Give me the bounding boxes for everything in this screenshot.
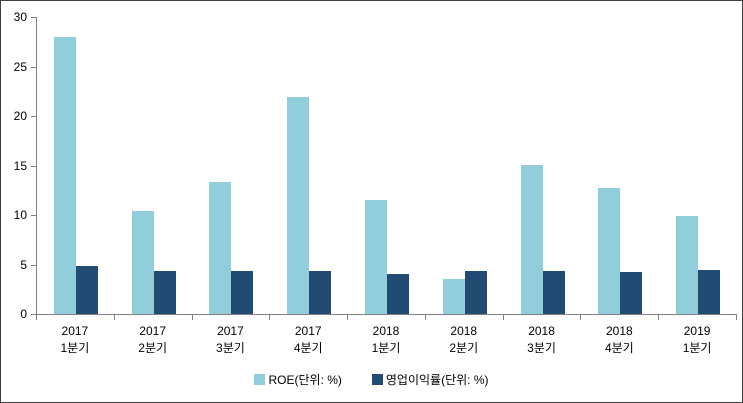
y-axis-tick bbox=[31, 66, 36, 68]
x-axis-tick bbox=[36, 315, 37, 320]
x-axis-category-label: 2018 3분기 bbox=[503, 323, 581, 357]
x-label-quarter: 3분기 bbox=[527, 341, 556, 355]
y-axis-tick-label: 0 bbox=[20, 307, 27, 321]
x-axis-category-label: 2017 2분기 bbox=[114, 323, 192, 357]
x-axis-tick bbox=[424, 315, 426, 320]
bar-op-margin-7 bbox=[620, 272, 643, 314]
bar-roe-5 bbox=[442, 279, 465, 314]
legend-swatch-roe bbox=[254, 373, 266, 385]
x-axis-category-label: 2019 1분기 bbox=[658, 323, 736, 357]
x-label-year: 2017 bbox=[139, 324, 166, 338]
bar-roe-7 bbox=[598, 188, 621, 314]
x-label-year: 2018 bbox=[528, 324, 555, 338]
y-axis-tick bbox=[31, 165, 36, 167]
x-label-quarter: 2분기 bbox=[138, 341, 168, 355]
bar-roe-3 bbox=[287, 97, 310, 314]
y-axis-tick-label: 10 bbox=[13, 208, 27, 222]
x-axis-category-label: 2018 1분기 bbox=[347, 323, 425, 357]
y-axis-tick bbox=[31, 264, 36, 266]
x-axis-category-label: 2017 1분기 bbox=[36, 323, 114, 357]
x-label-quarter: 3분기 bbox=[216, 341, 245, 355]
x-label-year: 2019 bbox=[683, 324, 711, 338]
plot-area bbox=[36, 17, 737, 315]
bar-roe-4 bbox=[365, 200, 387, 314]
x-axis-tick bbox=[113, 315, 115, 320]
bar-op-margin-3 bbox=[309, 271, 332, 314]
y-axis-tick-label: 20 bbox=[13, 109, 27, 123]
y-axis-tick-label: 30 bbox=[13, 10, 27, 24]
x-label-quarter: 1분기 bbox=[60, 341, 90, 355]
legend-label-op-margin: 영업이익률(단위: %) bbox=[385, 372, 489, 387]
legend-item-roe: ROE(단위: %) bbox=[254, 371, 342, 388]
x-axis-tick bbox=[347, 315, 349, 320]
x-label-year: 2017 bbox=[294, 324, 322, 338]
y-axis-tick-label: 15 bbox=[13, 158, 27, 173]
x-label-quarter: 1분기 bbox=[682, 341, 712, 355]
x-label-year: 2017 bbox=[217, 324, 244, 338]
legend-item-op-margin: 영업이익률(단위: %) bbox=[371, 371, 489, 388]
x-label-year: 2017 bbox=[61, 324, 89, 338]
bar-op-margin-5 bbox=[464, 271, 487, 314]
x-axis-tick bbox=[269, 315, 271, 320]
y-axis-tick bbox=[31, 314, 36, 315]
bar-roe-2 bbox=[209, 182, 232, 314]
x-label-year: 2018 bbox=[605, 324, 633, 338]
y-axis-tick-label: 25 bbox=[13, 59, 27, 74]
y-axis-tick bbox=[31, 215, 36, 216]
bar-roe-6 bbox=[520, 164, 543, 314]
x-axis-tick bbox=[580, 315, 582, 320]
x-label-quarter: 1분기 bbox=[371, 341, 401, 355]
x-label-year: 2018 bbox=[372, 324, 400, 338]
bar-roe-8 bbox=[676, 216, 699, 314]
bar-op-margin-2 bbox=[231, 271, 254, 314]
x-axis-category-label: 2018 4분기 bbox=[580, 323, 658, 357]
x-label-quarter: 4분기 bbox=[293, 341, 323, 355]
x-label-year: 2018 bbox=[450, 324, 478, 338]
legend-label-roe: ROE(단위: %) bbox=[268, 372, 342, 387]
bar-op-margin-4 bbox=[387, 274, 409, 314]
legend-swatch-op-margin bbox=[371, 373, 383, 385]
x-axis-tick bbox=[658, 315, 660, 320]
bar-roe-1 bbox=[131, 211, 154, 314]
bar-op-margin-1 bbox=[153, 271, 176, 314]
x-label-quarter: 2분기 bbox=[449, 341, 479, 355]
bar-op-margin-6 bbox=[542, 271, 565, 314]
x-axis-tick bbox=[502, 315, 504, 320]
x-label-quarter: 4분기 bbox=[604, 341, 634, 355]
bar-roe-0 bbox=[53, 36, 76, 314]
x-axis-category-label: 2017 3분기 bbox=[192, 323, 270, 357]
bar-op-margin-8 bbox=[698, 270, 721, 314]
x-axis-tick bbox=[191, 315, 193, 320]
x-axis-category-label: 2017 4분기 bbox=[269, 323, 347, 357]
bar-op-margin-0 bbox=[75, 266, 98, 314]
legend: ROE(단위: %) 영업이익률(단위: %) bbox=[1, 371, 742, 387]
y-axis-tick bbox=[31, 116, 36, 117]
y-axis-tick bbox=[31, 17, 36, 18]
x-axis-category-label: 2018 2분기 bbox=[425, 323, 503, 357]
x-axis-tick bbox=[736, 315, 737, 320]
y-axis-tick-label: 5 bbox=[20, 257, 27, 272]
